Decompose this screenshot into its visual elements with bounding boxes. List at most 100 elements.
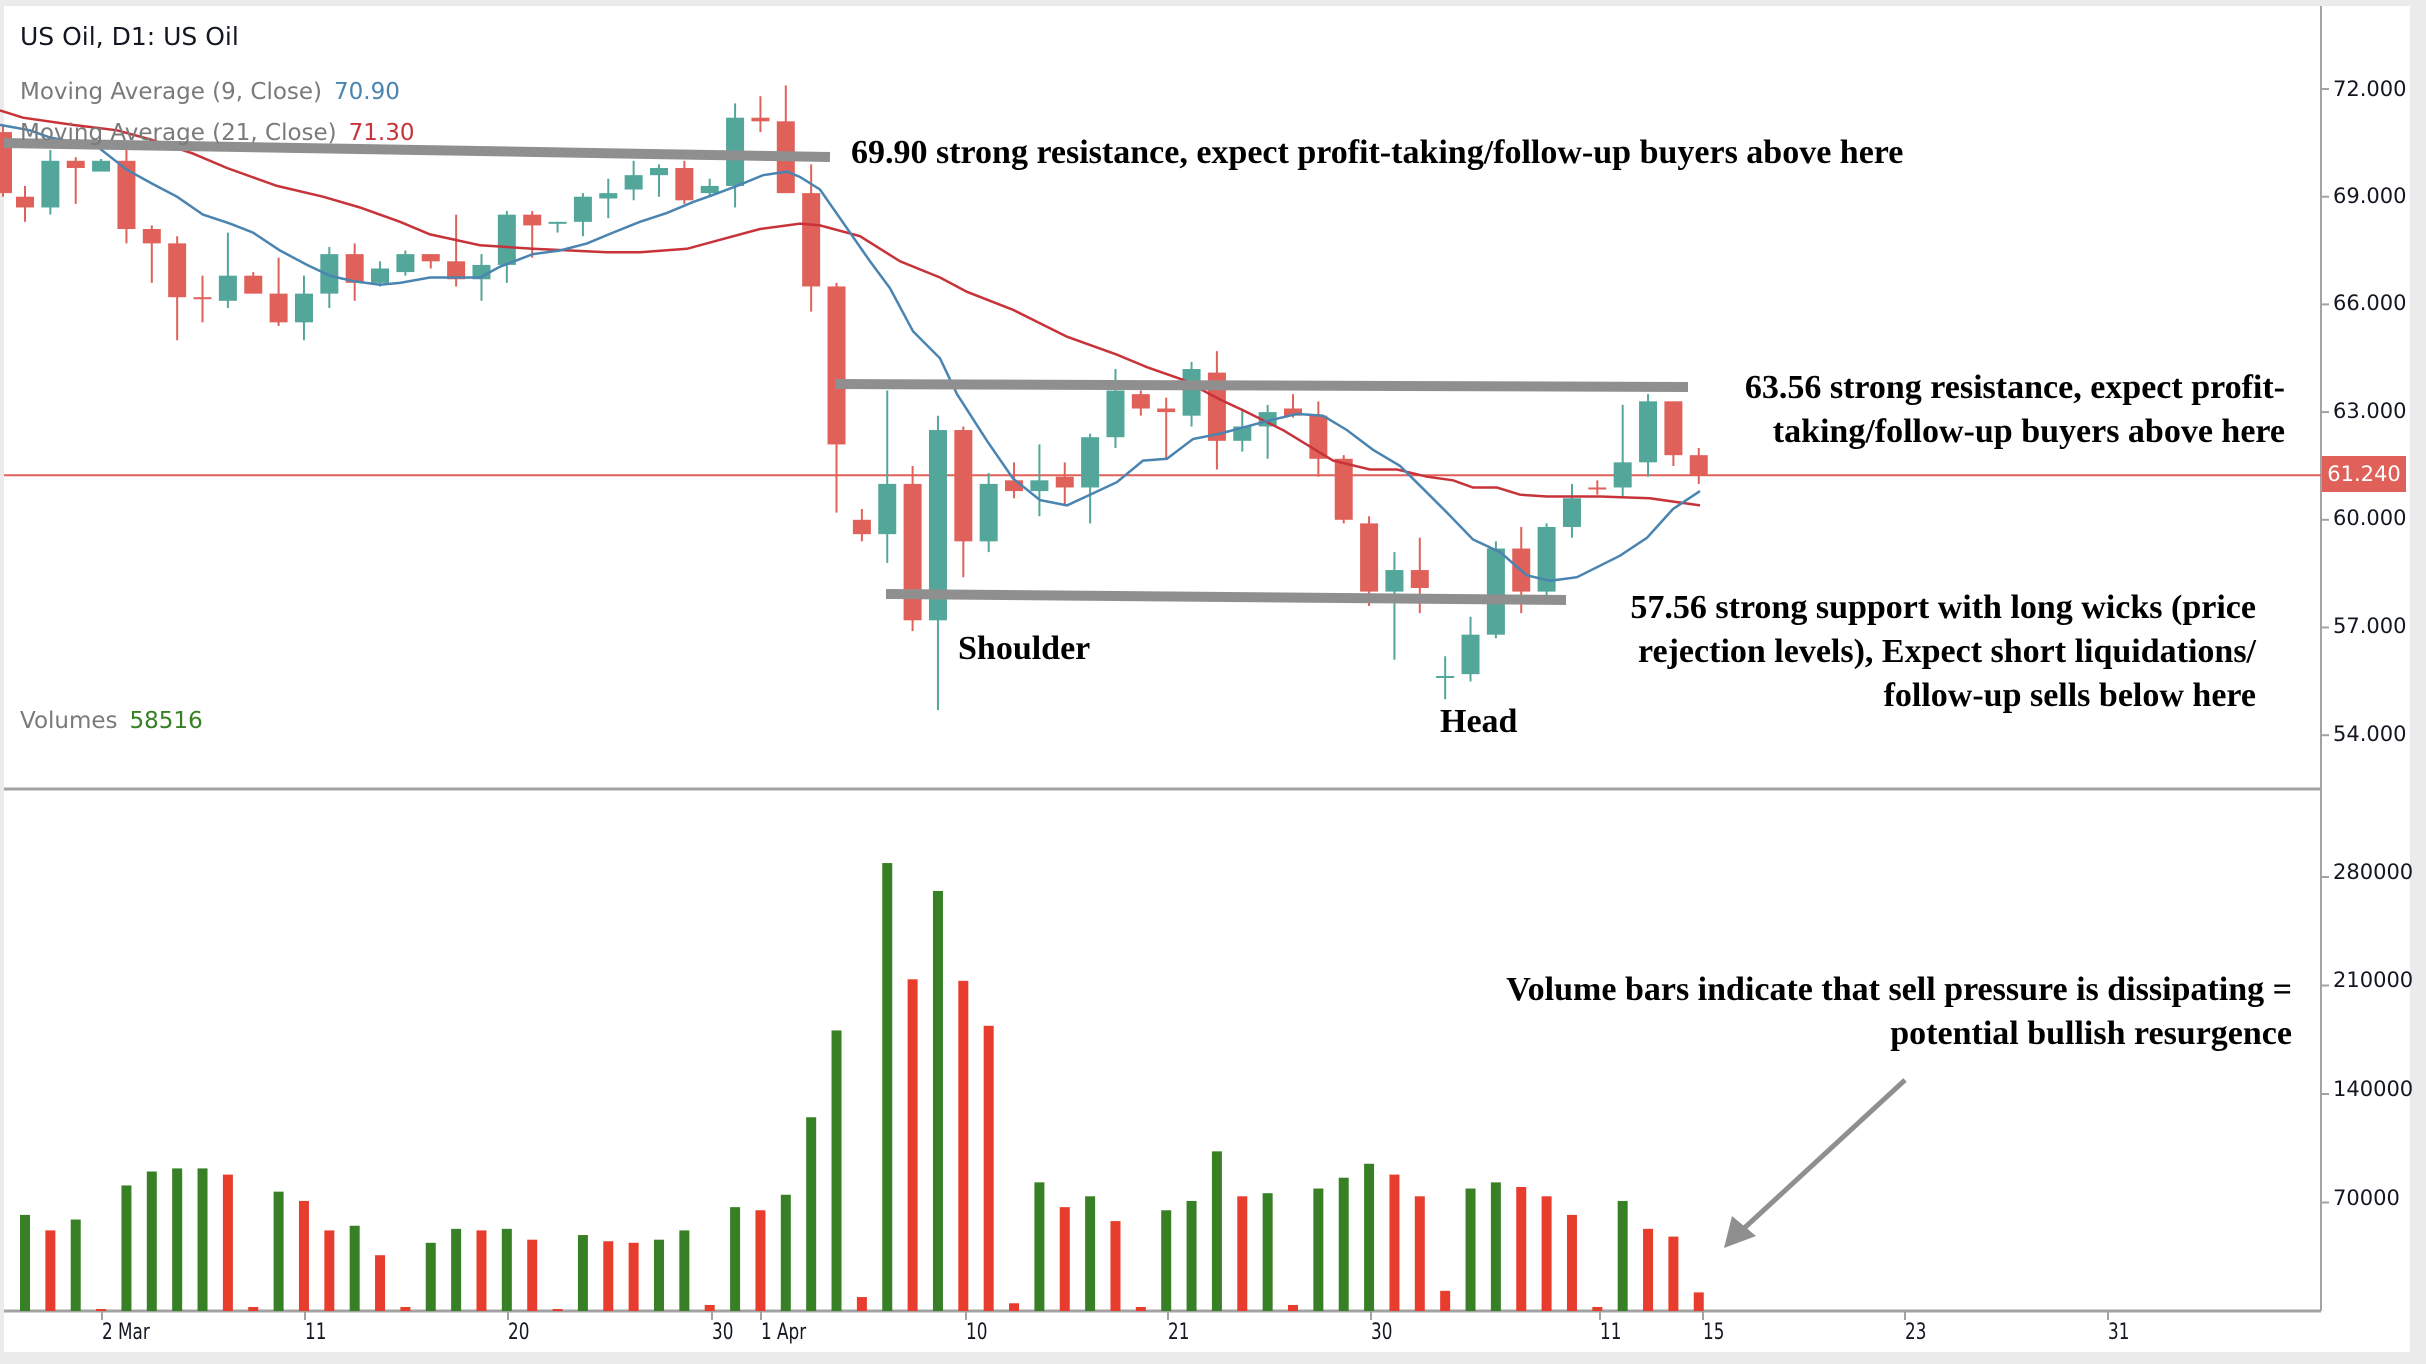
time-tick: 30 [712, 1320, 734, 1345]
resistance-1-annotation: 69.90 strong resistance, expect profit-t… [851, 134, 1904, 171]
volume-bar [882, 863, 893, 1311]
candle-body [827, 286, 846, 445]
candle-body [928, 430, 947, 621]
candle-body [447, 261, 466, 280]
price-tick: 72.000 [2333, 77, 2407, 101]
candle-body [1639, 401, 1658, 463]
price-tick: 69.000 [2333, 184, 2407, 208]
volume-bar [273, 1191, 284, 1311]
candle-body [168, 243, 187, 298]
time-tick: 23 [1905, 1320, 1927, 1345]
support-annotation-line1: 57.56 strong support with long wicks (pr… [1630, 589, 2256, 626]
candle-body [1385, 570, 1404, 592]
volume-bar [1643, 1228, 1654, 1311]
volume-bar [375, 1255, 386, 1311]
volume-bar [1085, 1196, 1096, 1311]
right-scrollbar[interactable] [2410, 0, 2426, 1364]
volume-bar [552, 1308, 563, 1311]
ma9-legend[interactable]: Moving Average (9, Close) 70.90 [20, 79, 400, 105]
volume-bar [679, 1230, 690, 1311]
volumes-legend[interactable]: Volumes 58516 [20, 708, 203, 734]
shoulder-label: Shoulder [958, 630, 1091, 667]
resistance-1-line [3, 138, 831, 162]
candle-body [675, 167, 694, 201]
time-tick: 21 [1168, 1320, 1190, 1345]
volume-bar [197, 1168, 208, 1311]
volume-bar [425, 1242, 436, 1311]
volume-annotation-line1: Volume bars indicate that sell pressure … [1506, 971, 2292, 1008]
time-tick: 30 [1371, 1320, 1393, 1345]
volume-bar [146, 1171, 157, 1311]
volume-bar [1693, 1292, 1704, 1311]
support-annotation-line2: rejection levels), Expect short liquidat… [1638, 633, 2256, 670]
ma9-line [0, 123, 1701, 583]
volumes-value: 58516 [129, 708, 203, 734]
volume-bar [1313, 1188, 1324, 1311]
volume-bar [1059, 1207, 1070, 1311]
volume-bar [1364, 1163, 1375, 1311]
resistance-2-annotation-line1: 63.56 strong resistance, expect profit- [1744, 369, 2285, 406]
candle-body [1664, 401, 1683, 456]
candle-body [802, 193, 821, 287]
volume-bar [577, 1235, 588, 1311]
candle-body [650, 167, 668, 176]
price-tick: 54.000 [2333, 722, 2407, 746]
price-tick: 63.000 [2333, 399, 2407, 423]
ma21-legend[interactable]: Moving Average (21, Close) 71.30 [20, 120, 415, 146]
candle-body [1182, 369, 1201, 416]
volume-bar [1161, 1210, 1172, 1311]
candle-body [345, 254, 364, 283]
candle-body [269, 293, 288, 323]
volume-bar [121, 1185, 132, 1311]
resistance-2-annotation-line2: taking/follow-up buyers above here [1772, 413, 2285, 450]
volume-bar [248, 1306, 259, 1311]
time-tick: 20 [508, 1320, 530, 1345]
annotation-arrow-shaft [1738, 1078, 1907, 1234]
candle-body [954, 430, 973, 542]
candle-body [1588, 487, 1607, 490]
candle-body [16, 196, 34, 208]
candle-body [117, 160, 136, 230]
candle-body [1562, 498, 1581, 527]
volume-bar [70, 1219, 81, 1311]
volume-bar [654, 1239, 664, 1311]
time-tick: 1 Apr [761, 1320, 807, 1345]
volume-bar [958, 980, 969, 1311]
volume-bar [1211, 1151, 1222, 1311]
candle-body [852, 519, 871, 535]
volume-bar [324, 1230, 335, 1311]
ma21-line [0, 109, 1701, 507]
volume-bar [476, 1230, 487, 1311]
volumes-label: Volumes [20, 708, 118, 734]
volume-bar [1009, 1303, 1020, 1311]
volume-bar [1186, 1200, 1197, 1311]
ma21-value: 71.30 [348, 120, 415, 146]
volume-bar [1338, 1177, 1349, 1311]
candle-body [1334, 458, 1353, 520]
volume-bar [1516, 1187, 1527, 1311]
volume-tick: 280000 [2333, 860, 2414, 884]
volume-bar [527, 1239, 538, 1311]
candle-body [979, 483, 998, 542]
candle-body [624, 175, 643, 190]
volume-bar [907, 979, 918, 1311]
left-border [0, 0, 4, 1364]
candle-body [1613, 462, 1632, 488]
candle-body [244, 275, 263, 294]
candle-body [1005, 480, 1024, 492]
volume-bar [349, 1225, 360, 1311]
annotation-arrow-head [1724, 1216, 1756, 1248]
candle-body [41, 160, 60, 208]
candle-body [1131, 394, 1150, 409]
candle-body [92, 160, 111, 172]
candle-body [320, 254, 339, 294]
candle-body [751, 117, 770, 122]
candle-body [1436, 675, 1455, 678]
volume-bar [704, 1304, 715, 1311]
time-tick: 15 [1703, 1320, 1725, 1345]
candle-body [523, 214, 542, 226]
candle-body [1030, 480, 1049, 492]
volume-bar [1668, 1236, 1679, 1311]
